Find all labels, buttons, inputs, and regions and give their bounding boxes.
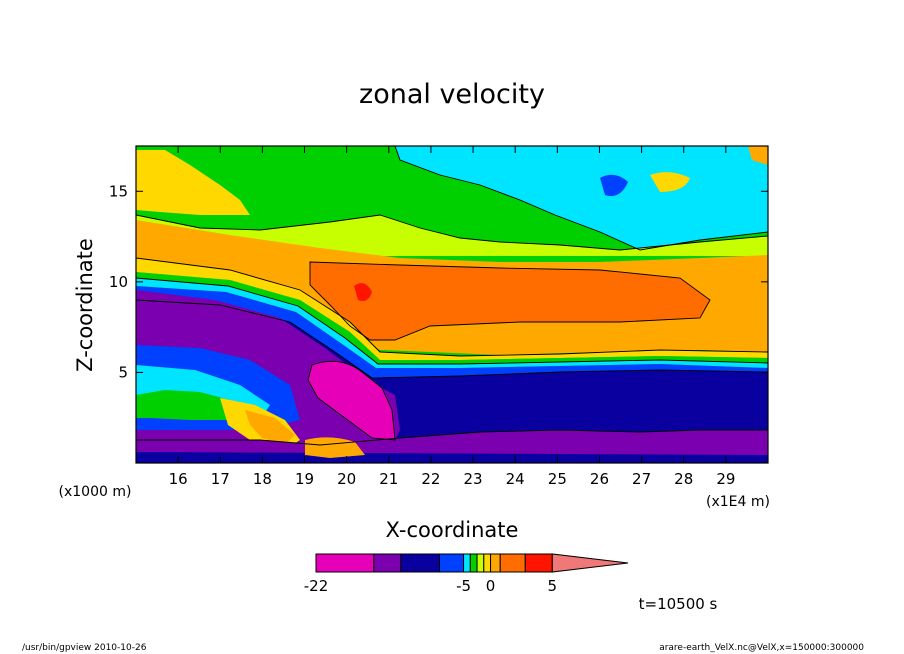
y-scale-note: (x1000 m) bbox=[59, 484, 132, 500]
colorbar-swatch bbox=[400, 553, 440, 573]
colorbar-swatch bbox=[315, 553, 375, 573]
colorbar-swatch bbox=[483, 553, 492, 573]
x-tick-label: 27 bbox=[632, 470, 651, 488]
colorbar-swatch bbox=[438, 553, 465, 573]
velocity-field bbox=[136, 146, 768, 463]
colorbar-swatch bbox=[373, 553, 402, 573]
colorbar-tick-label: -22 bbox=[304, 577, 329, 595]
jet-core-red bbox=[354, 283, 372, 301]
plot-frame bbox=[135, 145, 769, 464]
x-tick-label: 16 bbox=[169, 470, 188, 488]
lower-left-orange bbox=[245, 410, 295, 445]
upper-left-yellow bbox=[136, 150, 250, 215]
x-tick-label: 17 bbox=[211, 470, 230, 488]
chart-title: zonal velocity bbox=[359, 79, 545, 110]
colorbar-tick-labels: -22 -5 0 5 bbox=[304, 577, 557, 595]
colorbar-swatch bbox=[524, 553, 553, 573]
y-tick-label: 10 bbox=[109, 273, 128, 291]
colorbar-tick-label: 5 bbox=[548, 577, 558, 595]
upper-blue-patch bbox=[600, 174, 628, 197]
colorbar-swatch bbox=[490, 553, 501, 573]
colorbar bbox=[315, 553, 629, 573]
colorbar-swatch bbox=[463, 553, 471, 573]
x-tick-label: 21 bbox=[379, 470, 398, 488]
y-tick-label: 5 bbox=[118, 363, 128, 381]
upper-right-orange bbox=[748, 146, 768, 165]
contour-lines bbox=[136, 146, 768, 446]
x-tick-label: 23 bbox=[464, 470, 483, 488]
colorbar-extend-arrow bbox=[551, 553, 629, 573]
x-tick-label: 18 bbox=[253, 470, 272, 488]
jet-cyan-edge bbox=[136, 278, 768, 368]
surface-navy-band bbox=[136, 452, 768, 463]
west-magenta-core bbox=[308, 361, 395, 440]
y-axis-ticks: 5 10 15 bbox=[109, 182, 768, 381]
x-axis-ticks: 16 17 18 19 20 21 22 23 24 25 26 27 28 29 bbox=[169, 146, 735, 488]
colorbar-swatch bbox=[499, 553, 526, 573]
y-axis-label: Z-coordinate bbox=[73, 238, 97, 372]
x-axis-label: X-coordinate bbox=[386, 518, 519, 542]
colorbar-swatch bbox=[476, 553, 485, 573]
colorbar-swatch bbox=[469, 553, 478, 573]
x-tick-label: 26 bbox=[590, 470, 609, 488]
x-tick-label: 22 bbox=[421, 470, 440, 488]
colorbar-tick-label: 0 bbox=[486, 577, 496, 595]
x-tick-label: 28 bbox=[674, 470, 693, 488]
y-tick-label: 15 bbox=[109, 182, 128, 200]
jet-green-edge bbox=[136, 272, 768, 364]
colorbar-tick-label: -5 bbox=[456, 577, 471, 595]
jet-yellow-edge bbox=[136, 258, 768, 360]
x-tick-label: 29 bbox=[716, 470, 735, 488]
lower-left-green bbox=[136, 390, 250, 420]
upper-cyan-region bbox=[395, 146, 768, 250]
x-tick-label: 25 bbox=[548, 470, 567, 488]
x-tick-label: 19 bbox=[295, 470, 314, 488]
jet-dark-orange bbox=[310, 262, 710, 340]
footer-right: arare-earth_VelX.nc@VelX,x=150000:300000 bbox=[659, 643, 864, 653]
x-scale-note: (x1E4 m) bbox=[706, 494, 770, 510]
footer-left: /usr/bin/gpview 2010-10-26 bbox=[22, 643, 147, 653]
x-tick-label: 24 bbox=[506, 470, 525, 488]
x-tick-label: 20 bbox=[337, 470, 356, 488]
upper-right-yellow bbox=[650, 172, 690, 192]
time-label: t=10500 s bbox=[639, 595, 718, 613]
